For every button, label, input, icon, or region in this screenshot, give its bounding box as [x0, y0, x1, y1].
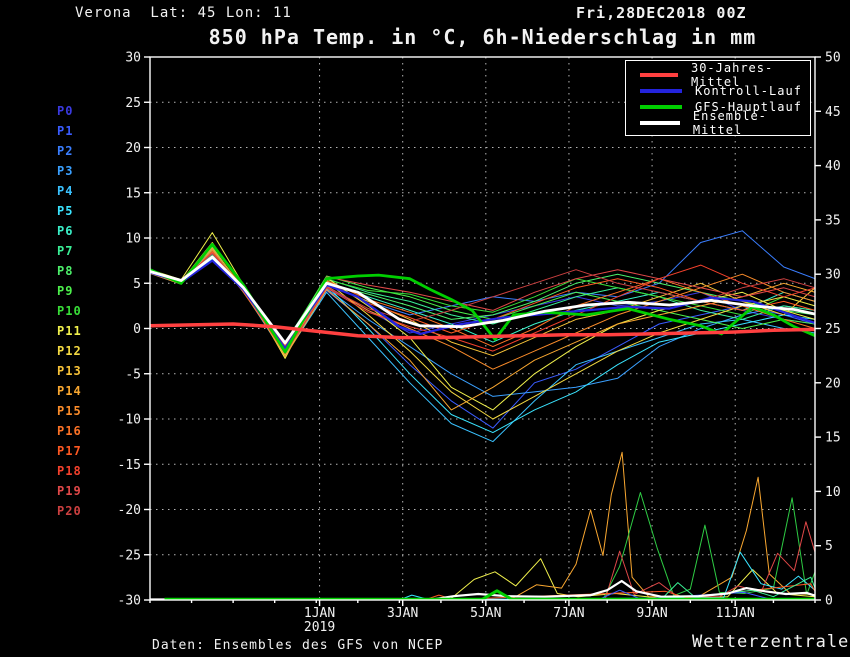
- chart-title: 850 hPa Temp. in °C, 6h-Niederschlag in …: [208, 25, 757, 49]
- member-label-P20: P20: [57, 504, 82, 518]
- y-left-tick-label: -30: [118, 594, 141, 609]
- series-GFS-Hauptlauf-precip: [164, 589, 815, 600]
- member-label-P1: P1: [57, 124, 74, 138]
- member-line-P2: [150, 230, 815, 346]
- member-label-P16: P16: [57, 424, 82, 438]
- y-right-tick-label: 25: [825, 322, 841, 337]
- legend-line-swatch: [640, 73, 678, 77]
- member-label-P9: P9: [57, 284, 74, 298]
- member-label-P18: P18: [57, 464, 82, 478]
- member-label-P7: P7: [57, 244, 74, 258]
- y-left-tick-label: 20: [125, 141, 141, 156]
- member-label-P6: P6: [57, 224, 74, 238]
- legend-line-swatch: [640, 89, 682, 93]
- member-label-P2: P2: [57, 144, 74, 158]
- member-label-P17: P17: [57, 444, 82, 458]
- y-left-tick-label: -10: [118, 413, 141, 428]
- legend-label: GFS-Hauptlauf: [695, 100, 802, 114]
- legend-row: Ensemble-Mittel: [640, 109, 810, 137]
- station-title: Verona Lat: 45 Lon: 11: [75, 5, 292, 21]
- member-label-P8: P8: [57, 264, 74, 278]
- x-tick-label: 11JAN: [716, 606, 755, 621]
- series-layer: [150, 230, 815, 600]
- member-label-P0: P0: [57, 104, 74, 118]
- y-left-tick-label: 0: [133, 322, 141, 337]
- y-right-tick-label: 30: [825, 268, 841, 283]
- member-label-P3: P3: [57, 164, 74, 178]
- series-member-precip-darkorange: [424, 583, 815, 600]
- y-left-tick-label: 10: [125, 232, 141, 247]
- member-line-P5: [150, 258, 815, 434]
- y-left-tick-label: -20: [118, 503, 141, 518]
- y-left-tick-label: 15: [125, 186, 141, 201]
- legend-line-swatch: [640, 105, 682, 109]
- y-right-tick-label: 35: [825, 213, 841, 228]
- member-label-P19: P19: [57, 484, 82, 498]
- y-left-tick-label: 30: [125, 51, 141, 66]
- axis-labels: 302520151050-5-10-15-20-25-3050454035302…: [118, 51, 841, 636]
- y-right-tick-label: 20: [825, 376, 841, 391]
- series-ensemble-mittel: [150, 255, 815, 345]
- member-label-P13: P13: [57, 364, 82, 378]
- y-left-tick-label: 5: [133, 277, 141, 292]
- y-right-tick-label: 15: [825, 431, 841, 446]
- series-Ensemble-Mittel-precip: [150, 579, 815, 600]
- member-label-P15: P15: [57, 404, 82, 418]
- legend-row: GFS-Hauptlauf: [640, 99, 810, 115]
- x-tick-label: 1JAN: [304, 606, 335, 621]
- series-gfs-hauptlauf: [150, 242, 815, 354]
- member-label-P12: P12: [57, 344, 82, 358]
- y-right-tick-label: 5: [825, 539, 833, 554]
- brand-label: Wetterzentrale: [692, 632, 850, 652]
- legend: 30-Jahres-Mittel Kontroll-Lauf GFS-Hauptla…: [625, 60, 811, 137]
- x-year-label: 2019: [304, 620, 335, 635]
- legend-label: Ensemble-Mittel: [692, 109, 767, 137]
- legend-row: Kontroll-Lauf: [640, 83, 810, 99]
- legend-line-swatch: [640, 121, 680, 125]
- legend-label: 30-Jahres-Mittel: [690, 61, 774, 89]
- y-left-tick-label: -15: [118, 458, 141, 473]
- y-left-tick-label: -5: [125, 367, 141, 382]
- y-left-tick-label: 25: [125, 96, 141, 111]
- member-line-P4: [150, 255, 815, 443]
- y-left-tick-label: -25: [118, 548, 141, 563]
- x-tick-label: 5JAN: [470, 606, 501, 621]
- series-member-precip-cyan: [399, 551, 815, 600]
- series-member-precip-orange: [511, 451, 815, 600]
- series-member-precip-yellow: [448, 558, 815, 600]
- series-30-jahres-mittel: [150, 322, 815, 340]
- y-right-tick-label: 10: [825, 485, 841, 500]
- y-right-tick-label: 50: [825, 51, 841, 66]
- member-label-P14: P14: [57, 384, 82, 398]
- member-label-P4: P4: [57, 184, 74, 198]
- axes: [144, 56, 821, 606]
- y-right-tick-label: 0: [825, 594, 833, 609]
- gridlines: [150, 57, 815, 600]
- x-tick-label: 9JAN: [636, 606, 667, 621]
- y-right-tick-label: 45: [825, 105, 841, 120]
- member-label-P5: P5: [57, 204, 74, 218]
- x-tick-label: 7JAN: [553, 606, 584, 621]
- run-datetime: Fri,28DEC2018 00Z: [576, 4, 747, 22]
- series-member-precip-green: [602, 492, 815, 600]
- y-right-tick-label: 40: [825, 159, 841, 174]
- data-source-label: Daten: Ensembles des GFS von NCEP: [152, 638, 444, 653]
- member-label-P11: P11: [57, 324, 82, 338]
- legend-row: 30-Jahres-Mittel: [640, 61, 810, 89]
- member-label-P10: P10: [57, 304, 82, 318]
- x-tick-label: 3JAN: [387, 606, 418, 621]
- legend-label: Kontroll-Lauf: [695, 84, 802, 98]
